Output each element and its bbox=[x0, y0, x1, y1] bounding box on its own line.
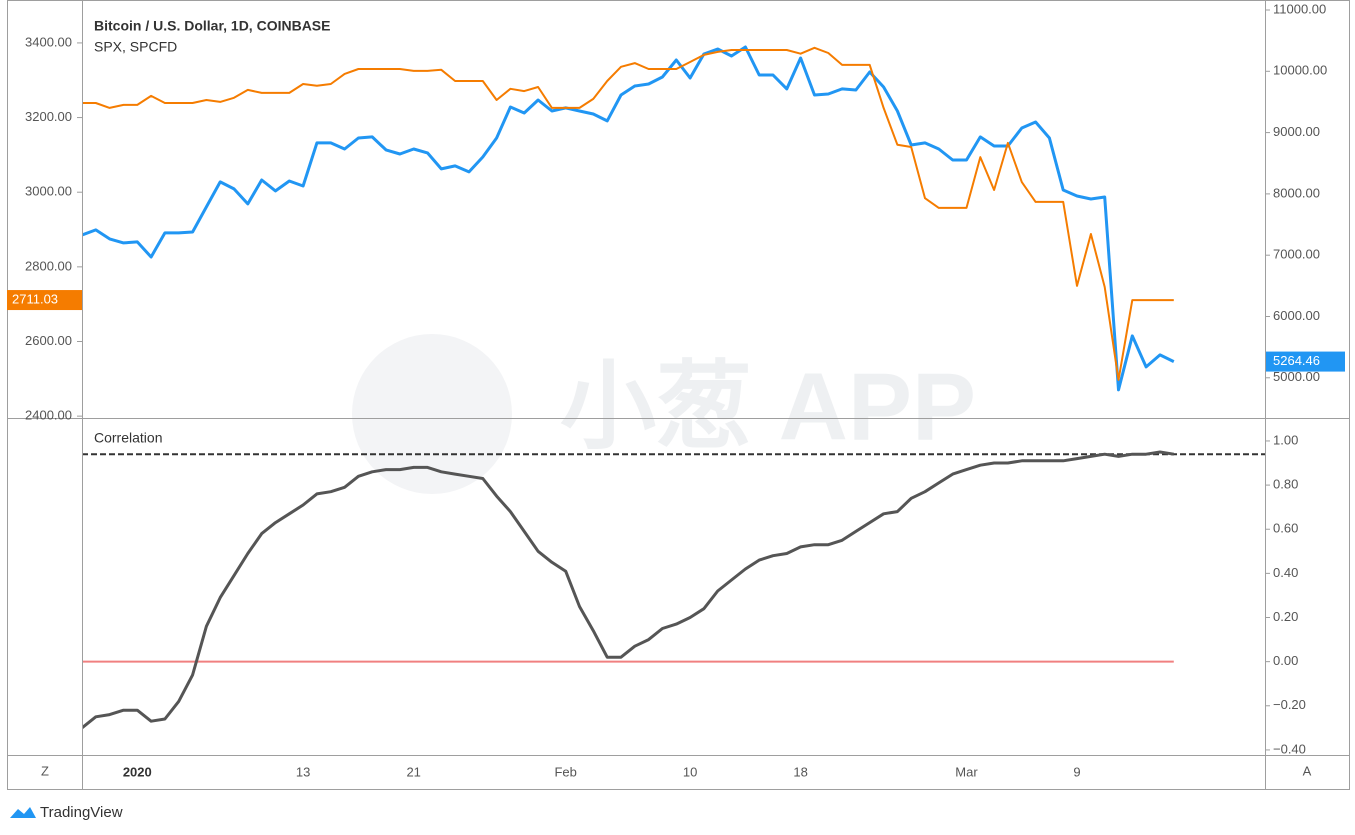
x-tick-label: Feb bbox=[554, 764, 576, 779]
y2-tick-label: 0.60 bbox=[1273, 521, 1298, 536]
brand-logo bbox=[10, 807, 36, 818]
last-value-box bbox=[1266, 351, 1345, 372]
x-tick-label: 9 bbox=[1073, 764, 1080, 779]
y-tick-label: 3400.00 bbox=[25, 34, 72, 49]
y2-tick-label: 0.80 bbox=[1273, 477, 1298, 492]
x-tick-label: 13 bbox=[296, 764, 310, 779]
brand[interactable]: TradingView bbox=[40, 804, 123, 821]
y2-tick-label: −0.40 bbox=[1273, 741, 1306, 756]
y2-tick-label: 8000.00 bbox=[1273, 185, 1320, 200]
y2-tick-label: −0.20 bbox=[1273, 697, 1306, 712]
last-value-label: 5264.46 bbox=[1273, 353, 1320, 368]
last-value-label: 2711.03 bbox=[12, 291, 58, 306]
watermark: 小葱 APP bbox=[352, 334, 976, 494]
y2-tick-label: 11000.00 bbox=[1273, 1, 1326, 16]
frame bbox=[7, 0, 1350, 790]
series-line bbox=[83, 450, 1175, 730]
x-tick-label: Mar bbox=[955, 764, 978, 779]
series-line bbox=[83, 45, 1175, 392]
y-tick-label: 3000.00 bbox=[25, 184, 72, 199]
y2-tick-label: 0.40 bbox=[1273, 565, 1298, 580]
watermark-text: 小葱 APP bbox=[560, 353, 976, 460]
button[interactable]: Z bbox=[41, 763, 49, 778]
y2-tick-label: 5000.00 bbox=[1273, 369, 1320, 384]
y2-tick-label: 1.00 bbox=[1273, 432, 1298, 447]
y2-tick-label: 0.00 bbox=[1273, 653, 1298, 668]
y2-tick-label: 0.20 bbox=[1273, 609, 1298, 624]
plot-area bbox=[83, 450, 1265, 730]
y2-tick-label: 10000.00 bbox=[1273, 63, 1327, 78]
series-line bbox=[83, 46, 1174, 381]
x-tick-label: 2020 bbox=[123, 764, 152, 779]
x-tick-label: 18 bbox=[793, 764, 807, 779]
legend-entry: Bitcoin / U.S. Dollar, 1D, COINBASE bbox=[94, 18, 330, 34]
y-tick-label: 3200.00 bbox=[25, 109, 72, 124]
last-value-box bbox=[7, 290, 82, 311]
border bbox=[7, 0, 1350, 790]
y-tick-label: 2600.00 bbox=[25, 333, 72, 348]
y2-tick-label: 9000.00 bbox=[1273, 124, 1320, 139]
y2-tick-label: 6000.00 bbox=[1273, 308, 1320, 323]
y2-tick-label: 7000.00 bbox=[1273, 247, 1320, 262]
legend-entry: SPX, SPCFD bbox=[94, 39, 177, 55]
pane-title: Correlation bbox=[94, 430, 162, 446]
button[interactable]: A bbox=[1303, 763, 1312, 778]
y-tick-label: 2800.00 bbox=[25, 258, 72, 273]
x-tick-label: 10 bbox=[683, 764, 697, 779]
x-tick-label: 21 bbox=[406, 764, 420, 779]
y-tick-label: 2400.00 bbox=[25, 408, 72, 423]
plot-area bbox=[83, 45, 1175, 392]
